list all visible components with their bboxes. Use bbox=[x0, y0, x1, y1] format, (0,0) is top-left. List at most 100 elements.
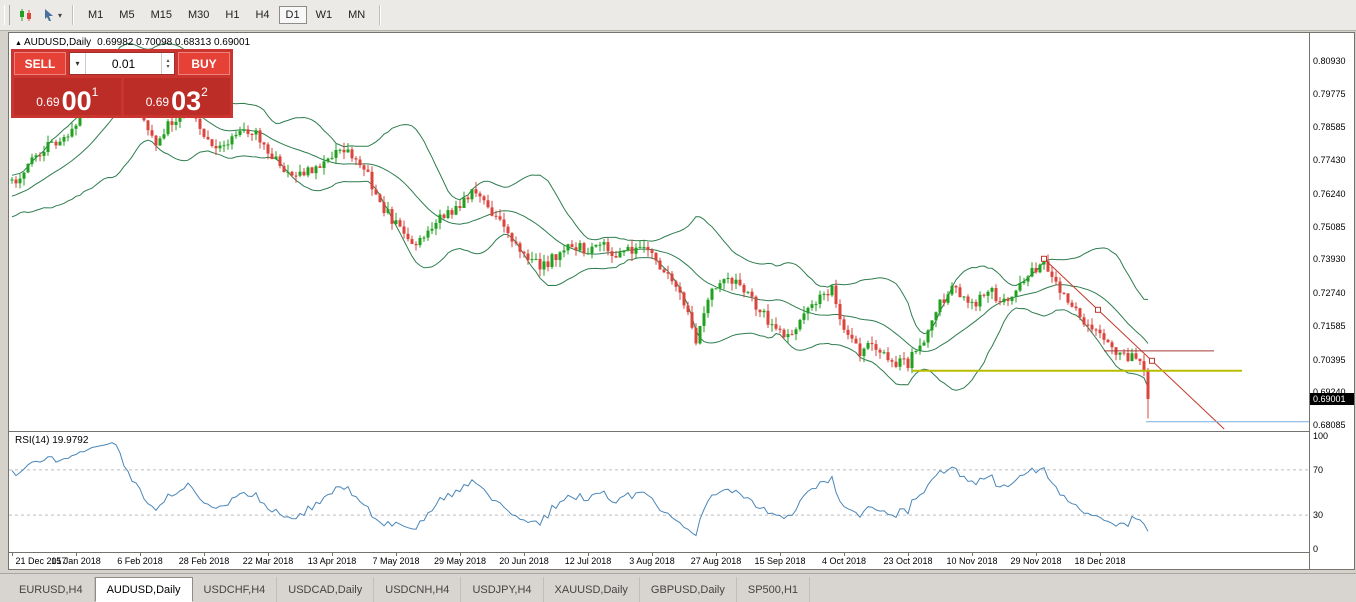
date-axis-label: 3 Aug 2018 bbox=[629, 556, 675, 566]
bid-price-big: 00 bbox=[61, 86, 92, 117]
price-chart-pane[interactable]: ▲ AUDUSD,Daily 0.69982 0.70098 0.68313 0.6… bbox=[9, 33, 1309, 431]
tab-usdcnh-h4[interactable]: USDCNH,H4 bbox=[374, 577, 462, 602]
timeframe-h4[interactable]: H4 bbox=[255, 9, 270, 21]
date-axis-label: 27 Aug 2018 bbox=[690, 556, 742, 566]
rsi-axis-label: 70 bbox=[1313, 464, 1324, 475]
toolbar-drag-handle[interactable] bbox=[4, 5, 10, 25]
date-tick bbox=[524, 553, 525, 556]
date-axis-label: 18 Dec 2018 bbox=[1074, 556, 1126, 566]
top-toolbar: ▾ M1 M5 M15 M30 H1 H4 D1 W1 MN bbox=[0, 0, 1356, 31]
buy-button[interactable]: BUY bbox=[178, 52, 230, 75]
price-axis-label: 0.76240 bbox=[1313, 188, 1346, 199]
ask-price-big: 03 bbox=[171, 86, 202, 117]
date-tick bbox=[140, 553, 141, 556]
sell-button[interactable]: SELL bbox=[14, 52, 66, 75]
toolbar-separator bbox=[72, 5, 75, 25]
date-tick bbox=[780, 553, 781, 556]
timeframe-w1[interactable]: W1 bbox=[315, 9, 333, 21]
date-axis-label: 22 Mar 2018 bbox=[242, 556, 294, 566]
tab-audusd-daily[interactable]: AUDUSD,Daily bbox=[94, 577, 193, 602]
date-tick bbox=[972, 553, 973, 556]
bid-price-sup: 1 bbox=[91, 85, 99, 99]
cursor-icon bbox=[45, 9, 53, 21]
caret-down-icon: ▾ bbox=[58, 10, 63, 20]
ohlc-values: 0.69982 0.70098 0.68313 0.69001 bbox=[97, 37, 251, 48]
timeframe-d1[interactable]: D1 bbox=[278, 6, 307, 24]
price-axis-label: 0.72740 bbox=[1313, 288, 1346, 299]
date-axis-label: 6 Feb 2018 bbox=[117, 556, 163, 566]
date-tick bbox=[1100, 553, 1101, 556]
date-axis-label: 10 Nov 2018 bbox=[946, 556, 998, 566]
date-tick bbox=[204, 553, 205, 556]
ask-price[interactable]: 0.69 03 2 bbox=[123, 78, 230, 117]
chart-window: ▲ AUDUSD,Daily 0.69982 0.70098 0.68313 0.6… bbox=[8, 32, 1355, 570]
rsi-axis-label: 30 bbox=[1313, 510, 1324, 521]
tab-eurusd-h4[interactable]: EURUSD,H4 bbox=[8, 577, 95, 602]
price-axis[interactable]: 0.80930 0.79775 0.78585 0.77430 0.76240 0.750… bbox=[1310, 33, 1354, 569]
toolbar-separator bbox=[379, 5, 382, 25]
volume-input[interactable]: 0.01 bbox=[111, 56, 136, 71]
volume-down-icon[interactable]: ▾ bbox=[166, 63, 170, 70]
timeframe-m30[interactable]: M30 bbox=[187, 9, 210, 21]
price-axis-label: 0.71585 bbox=[1313, 320, 1346, 331]
volume-dropdown-icon[interactable]: ▾ bbox=[70, 53, 86, 74]
tab-sp500-h1[interactable]: SP500,H1 bbox=[737, 577, 811, 602]
rsi-indicator-pane[interactable]: RSI(14) 19.9792 bbox=[9, 432, 1309, 552]
bid-price[interactable]: 0.69 00 1 bbox=[14, 78, 121, 115]
date-tick bbox=[652, 553, 653, 556]
tab-xauusd-daily[interactable]: XAUUSD,Daily bbox=[544, 577, 640, 602]
date-axis-label: 21 Dec 2017 bbox=[15, 556, 67, 566]
date-axis-label: 23 Oct 2018 bbox=[883, 556, 933, 566]
up-arrow-icon: ▲ bbox=[15, 40, 22, 47]
date-tick bbox=[396, 553, 397, 556]
date-axis-label: 4 Oct 2018 bbox=[821, 556, 867, 566]
tab-usdjpy-h4[interactable]: USDJPY,H4 bbox=[461, 577, 544, 602]
date-axis-label: 7 May 2018 bbox=[372, 556, 420, 566]
date-tick bbox=[76, 553, 77, 556]
price-axis-label: 0.70395 bbox=[1313, 354, 1346, 365]
timeframe-m15[interactable]: M15 bbox=[150, 9, 172, 21]
date-tick bbox=[332, 553, 333, 556]
one-click-trading-panel: SELL ▾ 0.01 ▴ ▾ BUY 0.69 00 1 0.69 03 2 bbox=[11, 49, 233, 118]
rsi-chart bbox=[9, 442, 1309, 537]
timeframe-h1[interactable]: H1 bbox=[225, 9, 240, 21]
date-axis-label: 13 Apr 2018 bbox=[307, 556, 357, 566]
date-axis-label: 29 Nov 2018 bbox=[1010, 556, 1062, 566]
date-tick bbox=[460, 553, 461, 556]
current-price-tag: 0.69001 bbox=[1310, 393, 1354, 406]
date-axis[interactable]: 21 Dec 2017 15 Jan 2018 6 Feb 2018 28 Feb 2… bbox=[9, 553, 1309, 569]
rsi-axis-label: 0 bbox=[1313, 544, 1319, 554]
price-axis-label: 0.78585 bbox=[1313, 122, 1346, 133]
date-tick bbox=[588, 553, 589, 556]
tab-usdcad-daily[interactable]: USDCAD,Daily bbox=[277, 577, 375, 602]
axis-border bbox=[1309, 33, 1310, 569]
date-tick bbox=[12, 553, 13, 556]
date-axis-label: 15 Jan 2018 bbox=[51, 556, 101, 566]
ask-price-small: 0.69 bbox=[145, 95, 170, 109]
date-tick bbox=[716, 553, 717, 556]
date-axis-label: 15 Sep 2018 bbox=[754, 556, 806, 566]
rsi-label: RSI(14) 19.9792 bbox=[15, 435, 89, 446]
timeframe-m1[interactable]: M1 bbox=[88, 9, 104, 21]
pane-splitter[interactable] bbox=[9, 431, 1354, 432]
tab-usdchf-h4[interactable]: USDCHF,H4 bbox=[193, 577, 278, 602]
ask-price-sup: 2 bbox=[201, 85, 208, 99]
price-axis-label: 0.75085 bbox=[1313, 221, 1346, 232]
date-axis-label: 28 Feb 2018 bbox=[178, 556, 230, 566]
chart-tools-dropdown[interactable]: ▾ bbox=[38, 4, 66, 26]
volume-stepper[interactable]: ▴ ▾ bbox=[161, 53, 174, 74]
price-axis-label: 0.69240 bbox=[1313, 387, 1346, 397]
timeframe-buttons: M1 M5 M15 M30 H1 H4 D1 W1 MN bbox=[80, 6, 373, 24]
price-axis-label: 0.68085 bbox=[1313, 420, 1346, 430]
tab-gbpusd-daily[interactable]: GBPUSD,Daily bbox=[640, 577, 737, 602]
date-axis-label: 20 Jun 2018 bbox=[499, 556, 549, 566]
timeframe-m5[interactable]: M5 bbox=[119, 9, 135, 21]
chart-window-icon[interactable] bbox=[14, 4, 38, 26]
volume-up-icon[interactable]: ▴ bbox=[166, 57, 170, 64]
timeframe-mn[interactable]: MN bbox=[348, 9, 366, 21]
date-axis-label: 29 May 2018 bbox=[433, 556, 487, 566]
date-tick bbox=[268, 553, 269, 556]
chart-tabs-bar: EURUSD,H4 AUDUSD,Daily USDCHF,H4 USDCAD,Dai… bbox=[0, 573, 1356, 602]
date-tick bbox=[908, 553, 909, 556]
price-axis-label: 0.79775 bbox=[1313, 88, 1346, 99]
